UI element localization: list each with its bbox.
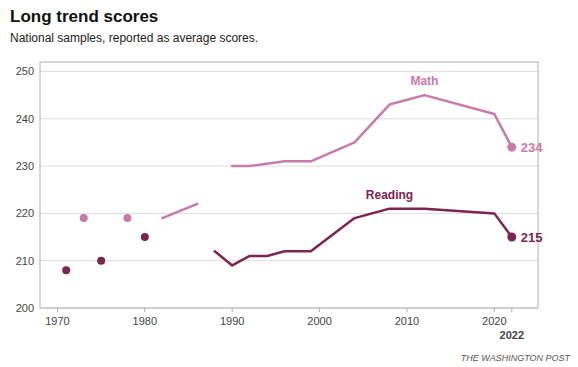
point: [80, 214, 88, 222]
series-line: [215, 209, 512, 266]
point: [97, 257, 105, 265]
grid: [40, 71, 538, 308]
x-tick-label: 1990: [220, 315, 244, 327]
grid-line: [40, 71, 538, 72]
end-label: 215: [521, 230, 543, 245]
y-tick-label: 200: [16, 302, 34, 314]
x-tick: [57, 308, 58, 312]
end-label: 234: [521, 140, 543, 155]
data: [62, 95, 516, 274]
point: [141, 233, 149, 241]
title: Long trend scores: [10, 7, 158, 26]
series-line: [162, 204, 197, 218]
credit: THE WASHINGTON POST: [461, 353, 572, 363]
x-tick-label: 2000: [307, 315, 331, 327]
x-tick: [511, 308, 512, 312]
series-label: Reading: [366, 188, 413, 202]
chart: Long trend scores National samples, repor…: [0, 0, 578, 367]
x-tick: [406, 308, 407, 312]
x-tick: [319, 308, 320, 312]
point: [62, 266, 70, 274]
y-tick-label: 220: [16, 207, 34, 219]
x-tick-label: 1970: [45, 315, 69, 327]
grid-line: [40, 166, 538, 167]
series-label: Math: [410, 74, 438, 88]
x-tick-label: 2022: [500, 329, 524, 341]
x-tick-label: 2010: [395, 315, 419, 327]
y-tick-label: 240: [16, 113, 34, 125]
x-tick-label: 1980: [133, 315, 157, 327]
subtitle: National samples, reported as average sc…: [10, 31, 258, 45]
x-tick: [144, 308, 145, 312]
grid-line: [40, 118, 538, 119]
x-tick: [494, 308, 495, 312]
plot-frame: [40, 62, 538, 308]
grid-line: [40, 213, 538, 214]
x-tick: [232, 308, 233, 312]
end-marker: [507, 143, 516, 152]
y-tick-label: 250: [16, 65, 34, 77]
y-tick-label: 230: [16, 160, 34, 172]
grid-line: [40, 260, 538, 261]
series-line: [232, 95, 512, 166]
end-marker: [507, 233, 516, 242]
x-tick-label: 2020: [482, 315, 506, 327]
y-tick-label: 210: [16, 255, 34, 267]
point: [123, 214, 131, 222]
